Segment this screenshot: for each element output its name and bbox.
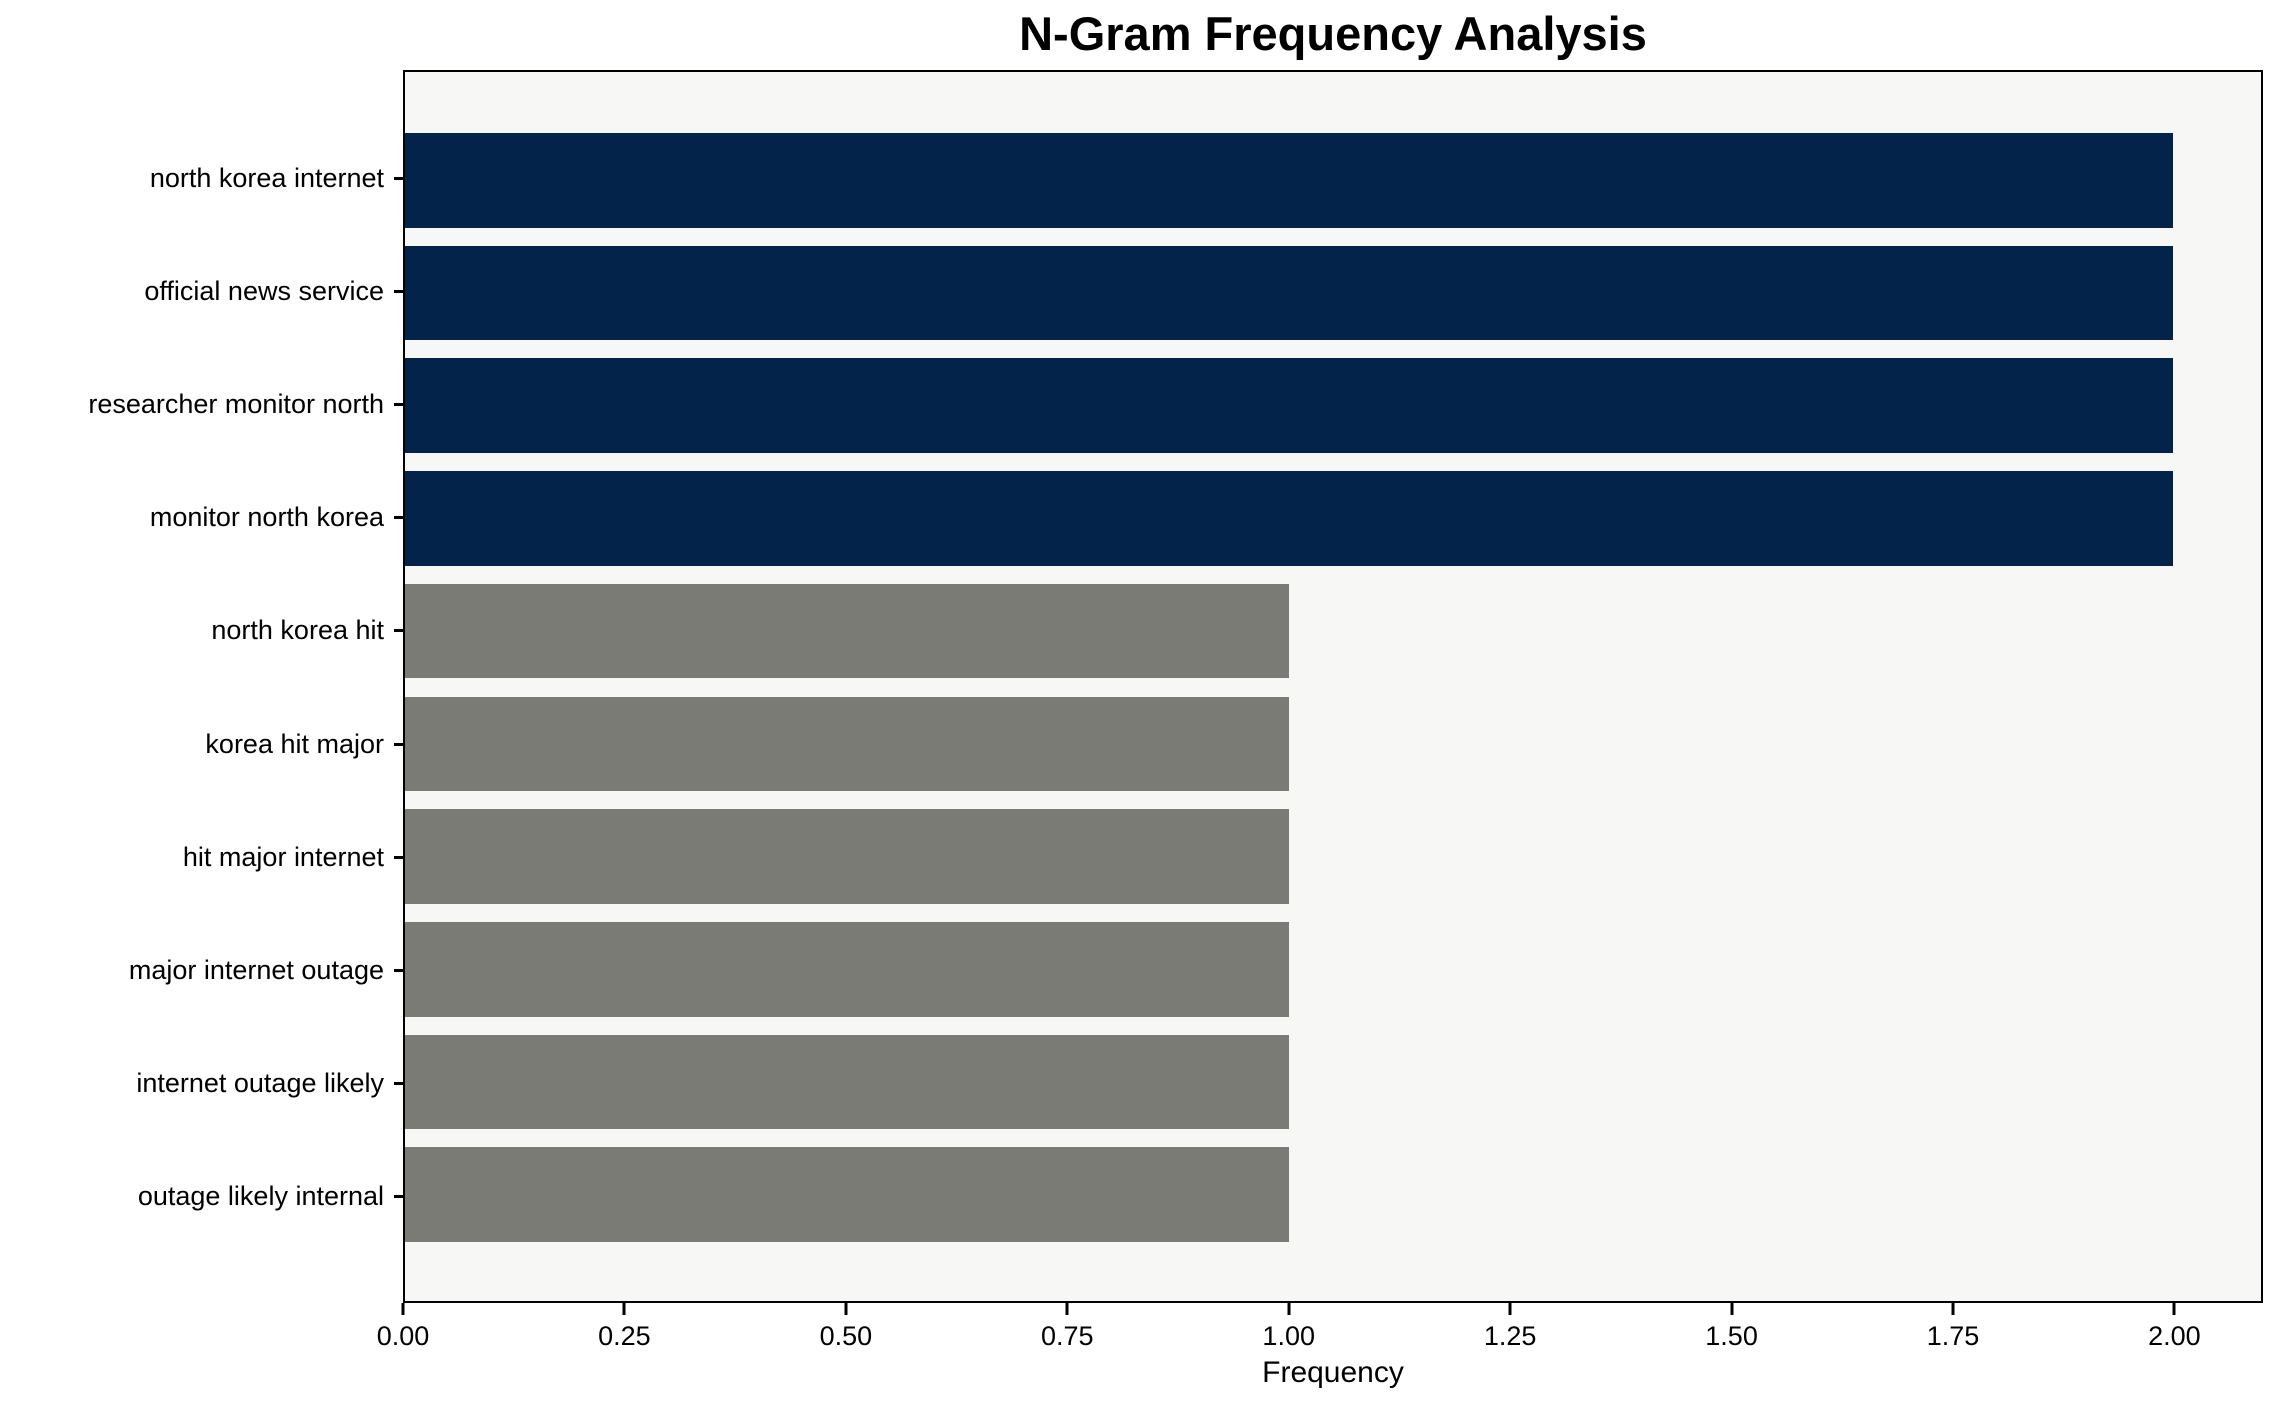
y-tick-mark [394, 516, 403, 520]
y-tick-mark [394, 403, 403, 407]
bar [405, 1147, 1289, 1242]
y-tick-label: north korea hit [211, 615, 384, 646]
y-tick-mark [394, 855, 403, 859]
bar [405, 1034, 1289, 1130]
bar-row [405, 913, 2261, 1026]
x-tick-mark [1065, 1303, 1069, 1315]
x-tick-label: 1.00 [1262, 1321, 1315, 1351]
y-tick-mark [394, 1081, 403, 1085]
bar [405, 471, 2173, 566]
y-tick-row: hit major internet [0, 801, 403, 914]
bar [405, 809, 1289, 904]
y-tick-mark [394, 629, 403, 633]
y-tick-mark [394, 1194, 403, 1198]
bar-row [405, 1138, 2261, 1251]
y-tick-mark [394, 177, 403, 181]
bar-row [405, 575, 2261, 688]
y-tick-row: official news service [0, 235, 403, 348]
y-tick-row: north korea internet [0, 122, 403, 235]
x-tick-label: 1.50 [1705, 1321, 1758, 1351]
y-tick-row: korea hit major [0, 687, 403, 800]
bar [405, 245, 2173, 341]
bar [405, 133, 2173, 228]
x-tick-mark [2172, 1303, 2176, 1315]
x-tick-mark [1951, 1303, 1955, 1315]
bar [405, 583, 1289, 679]
y-tick-row: internet outage likely [0, 1027, 403, 1140]
y-tick-label: major internet outage [128, 954, 384, 985]
x-tick-label: 0.00 [376, 1321, 430, 1351]
x-axis-label: Frequency [1262, 1356, 1404, 1389]
y-tick-row: major internet outage [0, 914, 403, 1027]
x-tick-label: 0.50 [819, 1321, 873, 1351]
x-tick-label: 1.25 [1483, 1321, 1537, 1351]
bar [405, 921, 1289, 1017]
bar-row [405, 688, 2261, 801]
y-axis-labels: north korea internet official news servic… [0, 70, 403, 1303]
y-tick-label: internet outage likely [136, 1067, 384, 1098]
y-tick-label: hit major internet [182, 841, 384, 872]
y-tick-mark [394, 968, 403, 972]
x-tick-mark [1508, 1303, 1512, 1315]
y-tick-label: north korea internet [149, 163, 384, 194]
x-tick-label: 2.00 [2148, 1321, 2201, 1351]
bar-row [405, 1026, 2261, 1139]
y-tick-row: monitor north korea [0, 461, 403, 574]
y-tick-label: outage likely internal [137, 1180, 384, 1211]
bar-row [405, 237, 2261, 350]
bar-row [405, 800, 2261, 913]
y-tick-row: north korea hit [0, 574, 403, 687]
x-tick-mark [401, 1303, 405, 1315]
y-tick-label: korea hit major [205, 728, 384, 759]
x-tick-mark [1287, 1303, 1291, 1315]
x-tick-mark [844, 1303, 848, 1315]
x-tick-label: 0.25 [598, 1321, 651, 1351]
x-tick-label: 0.75 [1041, 1321, 1094, 1351]
bar-row [405, 462, 2261, 575]
bar-row [405, 349, 2261, 462]
y-tick-row: researcher monitor north [0, 348, 403, 461]
y-tick-label: researcher monitor north [88, 389, 384, 420]
x-tick-mark [622, 1303, 626, 1315]
y-tick-row: outage likely internal [0, 1140, 403, 1253]
x-tick-label: 1.75 [1926, 1321, 1980, 1351]
bar [405, 696, 1289, 792]
y-tick-mark [394, 742, 403, 746]
y-tick-mark [394, 290, 403, 294]
y-tick-label: monitor north korea [149, 502, 384, 533]
bar-row [405, 124, 2261, 237]
x-tick-mark [1730, 1303, 1734, 1315]
chart-title: N-Gram Frequency Analysis [1019, 7, 1647, 60]
bars-container [405, 72, 2261, 1301]
y-tick-label: official news service [144, 276, 384, 307]
x-axis: 0.00 0.25 0.50 0.75 1.00 1.25 1.50 1.75 2.00 [377, 1303, 2263, 1373]
bar [405, 358, 2173, 454]
plot-area [403, 70, 2263, 1303]
